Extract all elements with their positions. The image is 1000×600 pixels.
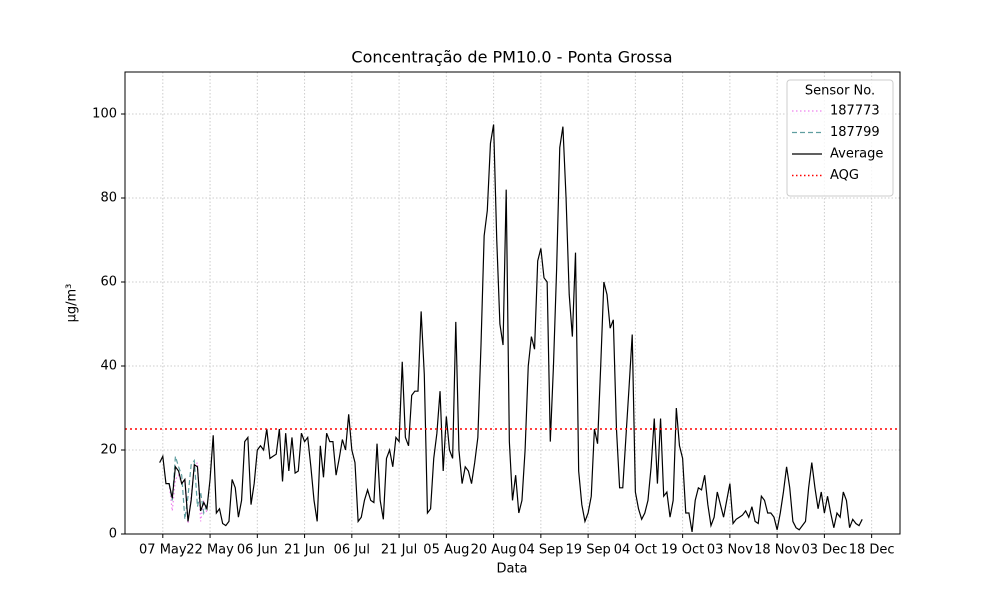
axes-frame [124,71,901,535]
legend-box [786,79,894,197]
x-tick-label: 07 May [139,543,187,558]
x-tick-label: 20 Aug [471,543,517,558]
series-line [168,456,208,520]
x-tick-label: 06 Jul [334,543,370,558]
x-tick-label: 06 Jun [237,543,278,558]
x-tick-label: 21 Jun [284,543,325,558]
x-tick-label: 18 Nov [754,543,800,558]
x-tick-label: 19 Oct [661,543,704,558]
x-tick-label: 22 May [186,543,234,558]
series-line [159,124,863,532]
legend-title: Sensor No. [805,84,875,99]
x-tick-label: 04 Sep [518,543,563,558]
x-tick-label: 03 Dec [801,543,847,558]
y-tick-label: 80 [100,191,117,206]
legend-label: AQG [830,168,859,183]
chart-title: Concentração de PM10.0 - Ponta Grossa [351,48,672,67]
series-line [168,460,208,524]
x-tick-label: 04 Oct [614,543,657,558]
y-tick-label: 0 [109,527,117,542]
y-axis-label: μg/m³ [65,284,80,323]
x-tick-label: 05 Aug [423,543,469,558]
y-tick-label: 40 [100,359,117,374]
legend-label: 187773 [830,104,880,119]
x-axis-label: Data [496,562,527,577]
x-tick-label: 21 Jul [381,543,417,558]
x-tick-label: 18 Dec [849,543,895,558]
x-tick-label: 19 Sep [566,543,611,558]
x-tick-label: 03 Nov [707,543,753,558]
y-tick-label: 20 [100,443,117,458]
y-tick-label: 100 [92,107,117,122]
legend-label: 187799 [830,125,880,140]
y-tick-label: 60 [100,275,117,290]
legend-label: Average [830,147,883,162]
